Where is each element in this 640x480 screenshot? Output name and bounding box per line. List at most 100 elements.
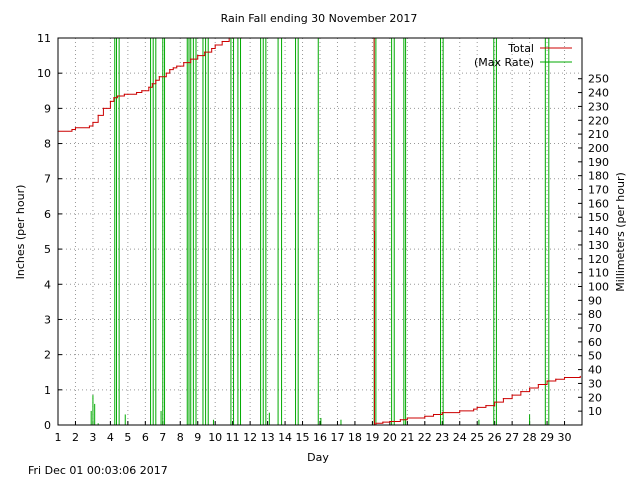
- total-point: [155, 79, 157, 81]
- y2-tick-label: 50: [588, 350, 602, 363]
- series-total: [57, 37, 581, 426]
- chart-title: Rain Fall ending 30 November 2017: [221, 12, 418, 25]
- total-point: [88, 125, 91, 127]
- total-point: [97, 114, 99, 116]
- total-point: [127, 93, 129, 95]
- y-tick-label: 0: [44, 419, 51, 432]
- y2-tick-label: 130: [588, 239, 609, 252]
- total-point: [176, 65, 178, 67]
- y-tick-label: 4: [44, 278, 51, 291]
- total-point: [424, 415, 426, 417]
- total-point: [459, 410, 461, 412]
- y2-tick-label: 170: [588, 184, 609, 197]
- x-tick-label: 16: [313, 431, 327, 444]
- y2-tick-label: 180: [588, 170, 609, 183]
- total-point: [71, 128, 73, 131]
- y2-tick-label: 230: [588, 100, 609, 113]
- y-tick-label: 5: [44, 243, 51, 256]
- total-point: [441, 412, 443, 414]
- x-tick-label: 15: [296, 431, 310, 444]
- x-tick-label: 23: [435, 431, 449, 444]
- total-point: [399, 419, 401, 421]
- y-tick-label: 11: [37, 32, 51, 45]
- total-point: [116, 95, 118, 97]
- total-point: [494, 401, 496, 403]
- legend-label-total: Total: [507, 42, 534, 55]
- y-tick-label: 2: [44, 349, 51, 362]
- total-point: [406, 417, 408, 419]
- y-tick-label: 6: [44, 208, 51, 221]
- total-point: [158, 76, 160, 78]
- y2-tick-label: 80: [588, 308, 602, 321]
- y-tick-label: 9: [44, 102, 51, 115]
- y2-tick-label: 100: [588, 280, 609, 293]
- total-point: [485, 405, 487, 407]
- x-tick-label: 21: [400, 431, 414, 444]
- total-point: [165, 72, 167, 74]
- total-point: [169, 69, 171, 71]
- x-tick-label: 25: [470, 431, 484, 444]
- total-point: [382, 421, 384, 423]
- y-axis-label: Inches (per hour): [14, 185, 27, 280]
- total-point: [92, 121, 94, 124]
- y-tick-label: 8: [44, 138, 51, 151]
- total-point: [183, 62, 185, 64]
- y2-tick-label: 70: [588, 322, 602, 335]
- y2-tick-label: 220: [588, 114, 609, 127]
- total-point: [197, 54, 199, 57]
- y2-tick-label: 210: [588, 128, 609, 141]
- total-point: [373, 230, 375, 233]
- x-tick-label: 30: [558, 431, 572, 444]
- total-point: [151, 83, 153, 85]
- footer-timestamp: Fri Dec 01 00:03:06 2017: [28, 464, 168, 477]
- total-point: [537, 383, 539, 386]
- x-tick-label: 27: [505, 431, 519, 444]
- legend-label-rate: (Max Rate): [474, 56, 534, 69]
- y2-tick-label: 90: [588, 294, 602, 307]
- y2-tick-label: 160: [588, 197, 609, 210]
- total-point: [113, 97, 115, 99]
- total-point: [123, 93, 125, 95]
- total-point: [432, 413, 435, 416]
- x-tick-label: 24: [453, 431, 467, 444]
- total-point: [74, 127, 77, 129]
- total-point: [375, 422, 377, 424]
- total-point: [221, 40, 223, 43]
- total-point: [473, 408, 475, 410]
- x-tick-label: 4: [107, 431, 114, 444]
- y-tick-label: 7: [44, 173, 51, 186]
- total-point: [190, 58, 192, 60]
- x-tick-label: 20: [383, 431, 397, 444]
- y2-tick-label: 60: [588, 336, 602, 349]
- x-tick-label: 2: [72, 431, 79, 444]
- x-tick-label: 6: [142, 431, 149, 444]
- x-tick-label: 26: [488, 431, 502, 444]
- total-point: [529, 387, 531, 389]
- total-point: [211, 47, 213, 50]
- y-tick-label: 1: [44, 384, 51, 397]
- x-tick-label: 17: [330, 431, 344, 444]
- x-tick-label: 11: [226, 431, 240, 444]
- x-tick-label: 14: [278, 431, 292, 444]
- x-tick-label: 19: [365, 431, 379, 444]
- x-tick-label: 13: [261, 431, 275, 444]
- total-point: [204, 51, 206, 53]
- total-point: [141, 90, 143, 92]
- x-tick-label: 7: [159, 431, 166, 444]
- x-tick-labels: 1 2 3 4 5 6 7 8 9 10 11 12 13 14 15 16 17 18 19 20 21 22 23 24 2…: [55, 421, 572, 444]
- total-point: [136, 91, 138, 94]
- total-point: [214, 44, 216, 46]
- total-point: [148, 86, 150, 88]
- x-tick-label: 8: [177, 431, 184, 444]
- total-point: [389, 420, 391, 423]
- x-tick-label: 29: [540, 431, 554, 444]
- x-tick-label: 1: [55, 431, 62, 444]
- x-axis-label: Day: [307, 451, 329, 464]
- y2-tick-label: 40: [588, 364, 602, 377]
- x-tick-label: 5: [124, 431, 131, 444]
- y-tick-labels: 0 1 2 3 4 5 6 7 8 9 10 11: [37, 32, 62, 432]
- y2-axis-label: Millimeters (per hour): [614, 172, 627, 292]
- y2-tick-label: 250: [588, 73, 609, 86]
- y2-tick-label: 10: [588, 405, 602, 418]
